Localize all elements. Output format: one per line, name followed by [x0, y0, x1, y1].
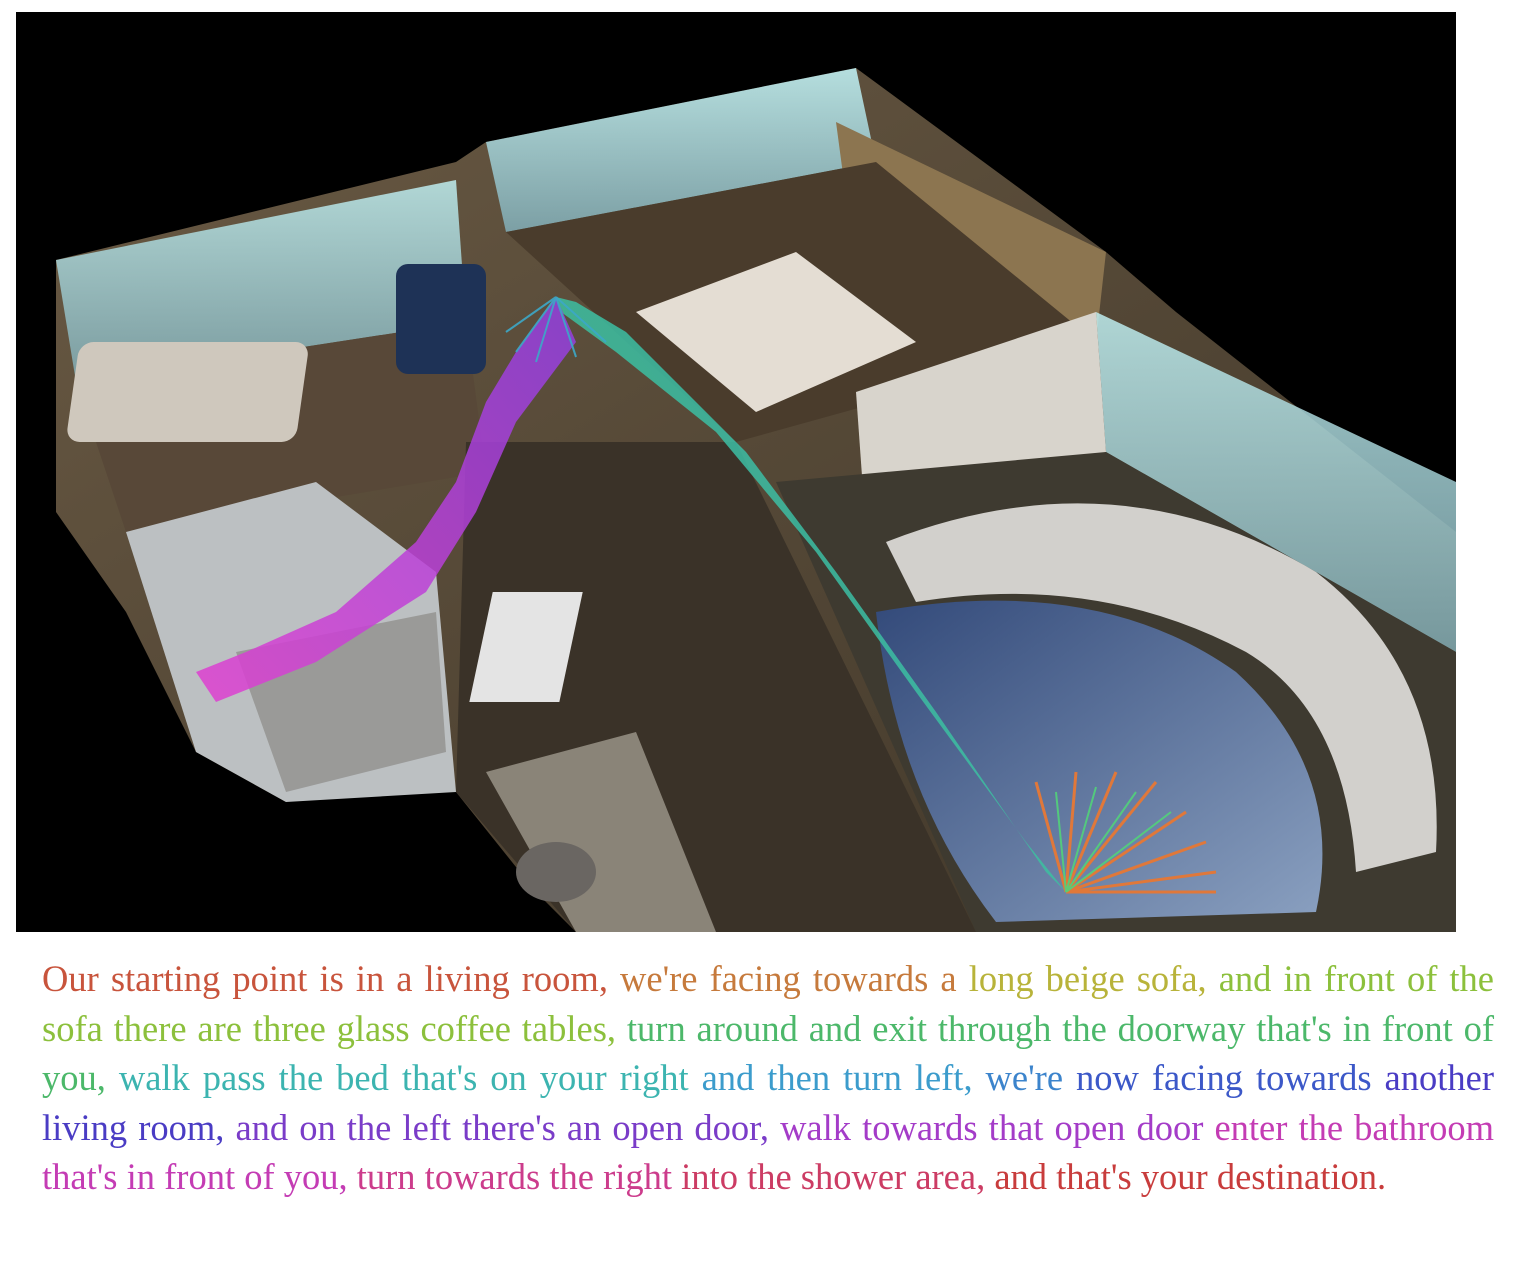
instruction-segment: walk pass the bed that's on your right [118, 1057, 702, 1098]
bed [636, 252, 916, 412]
scene-rendering [16, 12, 1456, 932]
instruction-segment: and on the left there's an open door, [235, 1106, 781, 1148]
bedroom-wood-panel [836, 122, 1106, 342]
doorway-pose-fan [505, 296, 607, 363]
left-armchair [396, 264, 486, 374]
instruction-segment: and in front of the sofa there are three… [42, 958, 1494, 1049]
left-sofa [67, 342, 308, 442]
instruction-segment: we're [985, 1057, 1077, 1098]
path-purple-magenta [196, 297, 576, 702]
instruction-segment: and then turn left, [701, 1057, 986, 1098]
start-fan-green [1055, 786, 1172, 893]
instruction-segment: turn around and exit through the doorway… [42, 1007, 1494, 1099]
white-table [469, 592, 583, 702]
right-room-window-wall [1096, 312, 1456, 652]
left-room-window-wall [56, 180, 466, 382]
floorplan-3d-view [56, 68, 1456, 932]
kitchen-counter [486, 732, 716, 932]
instruction-segment: walk towards that open door [780, 1106, 1215, 1148]
sink [516, 842, 596, 902]
instruction-segment: now facing towards [1076, 1057, 1385, 1098]
instruction-segment: enter the bathroom that's in front of yo… [42, 1106, 1494, 1198]
instruction-segment: we're facing towards a [620, 958, 969, 999]
instruction-segment: Our starting point is in a living room, [42, 958, 621, 999]
start-pose-fan [1034, 771, 1217, 894]
curved-sofa [886, 503, 1437, 872]
blue-rug [876, 600, 1323, 922]
instruction-segment: turn towards the right [356, 1156, 682, 1197]
instruction-segment: and that's your destination. [994, 1156, 1387, 1197]
bedroom-window-wall [486, 68, 876, 232]
instruction-segment: another living room, [42, 1057, 1494, 1148]
instruction-segment: into the shower area, [681, 1156, 995, 1197]
instruction-segment: long beige sofa, [968, 958, 1219, 999]
navigation-instruction: Our starting point is in a living room, … [42, 954, 1494, 1202]
